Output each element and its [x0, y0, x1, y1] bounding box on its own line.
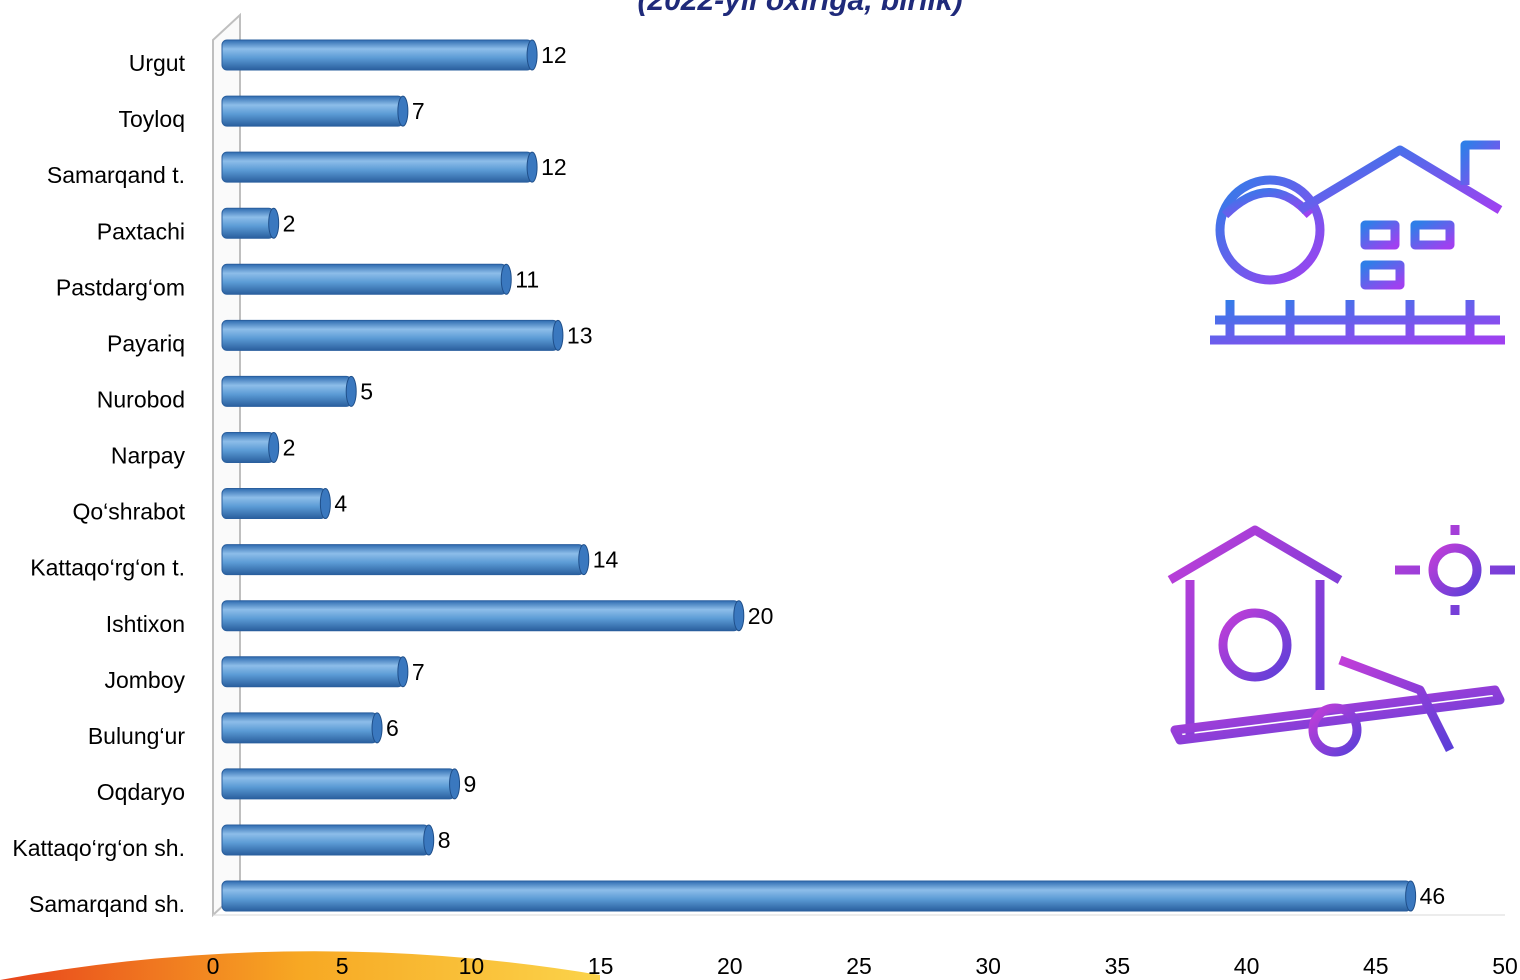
x-tick-label: 30: [975, 953, 1001, 979]
x-tick-label: 15: [588, 953, 614, 979]
value-label: 6: [386, 715, 399, 741]
bar-cap: [501, 264, 511, 294]
bar-cap: [424, 825, 434, 855]
bar: [222, 152, 532, 182]
y-tick-label: Samarqand t.: [47, 162, 185, 188]
house-icon: [1210, 145, 1505, 340]
y-tick-label: Paxtachi: [97, 218, 185, 244]
bar-cap: [372, 713, 382, 743]
x-tick-label: 40: [1234, 953, 1260, 979]
y-tick-label: Samarqand sh.: [29, 891, 185, 917]
bar-cap: [346, 376, 356, 406]
bar: [222, 264, 506, 294]
x-tick-label: 20: [717, 953, 743, 979]
y-tick-label: Bulung‘ur: [88, 723, 186, 749]
bar: [222, 208, 274, 238]
bar-cap: [320, 489, 330, 519]
bar: [222, 40, 532, 70]
bar-cap: [269, 432, 279, 462]
x-tick-label: 35: [1105, 953, 1131, 979]
bar: [222, 769, 455, 799]
x-tick-label: 25: [846, 953, 872, 979]
bar-cap: [269, 208, 279, 238]
x-tick-label: 10: [459, 953, 485, 979]
y-tick-label: Nurobod: [97, 386, 185, 412]
value-label: 20: [748, 603, 774, 629]
bar: [222, 881, 1411, 911]
y-tick-label: Payariq: [107, 330, 185, 356]
value-label: 12: [541, 42, 567, 68]
bar-cap: [1406, 881, 1416, 911]
bar-cap: [398, 96, 408, 126]
chart-subtitle: (2022-yil oxiriga, birlik): [637, 0, 962, 17]
bar: [222, 489, 325, 519]
x-tick-label: 50: [1492, 953, 1518, 979]
value-label: 7: [412, 659, 425, 685]
y-tick-label: Narpay: [111, 443, 186, 469]
bar: [222, 320, 558, 350]
value-label: 12: [541, 154, 567, 180]
y-tick-label: Qo‘shrabot: [72, 499, 185, 525]
y-tick-label: Toyloq: [119, 106, 185, 132]
value-label: 9: [464, 771, 477, 797]
y-tick-label: Ishtixon: [106, 611, 185, 637]
y-tick-label: Jomboy: [104, 667, 185, 693]
bar: [222, 601, 739, 631]
bar: [222, 657, 403, 687]
bar: [222, 376, 351, 406]
value-label: 5: [360, 378, 373, 404]
value-label: 4: [334, 491, 347, 517]
bar: [222, 713, 377, 743]
chart: (2022-yil oxiriga, birlik) 0510152025303…: [0, 0, 1520, 980]
bar-cap: [553, 320, 563, 350]
bar-cap: [398, 657, 408, 687]
bar: [222, 96, 403, 126]
value-label: 2: [283, 435, 296, 461]
x-tick-label: 5: [336, 953, 349, 979]
y-tick-label: Kattaqo‘rg‘on t.: [30, 555, 185, 581]
bar: [222, 545, 584, 575]
x-tick-label: 0: [207, 953, 220, 979]
value-label: 46: [1420, 883, 1446, 909]
bar: [222, 432, 274, 462]
playground-icon: [1170, 525, 1515, 752]
bar: [222, 825, 429, 855]
y-tick-label: Kattaqo‘rg‘on sh.: [12, 835, 185, 861]
y-tick-label: Urgut: [129, 50, 186, 76]
bar-cap: [527, 152, 537, 182]
value-label: 7: [412, 98, 425, 124]
value-label: 14: [593, 547, 619, 573]
value-label: 11: [515, 266, 539, 292]
y-tick-label: Oqdaryo: [97, 779, 185, 805]
bar-cap: [579, 545, 589, 575]
y-tick-label: Pastdarg‘om: [56, 274, 185, 300]
bar-cap: [734, 601, 744, 631]
bar-cap: [450, 769, 460, 799]
value-label: 8: [438, 827, 451, 853]
x-tick-label: 45: [1363, 953, 1389, 979]
decoration: [0, 951, 600, 980]
bar-cap: [527, 40, 537, 70]
value-label: 13: [567, 322, 593, 348]
value-label: 2: [283, 210, 296, 236]
